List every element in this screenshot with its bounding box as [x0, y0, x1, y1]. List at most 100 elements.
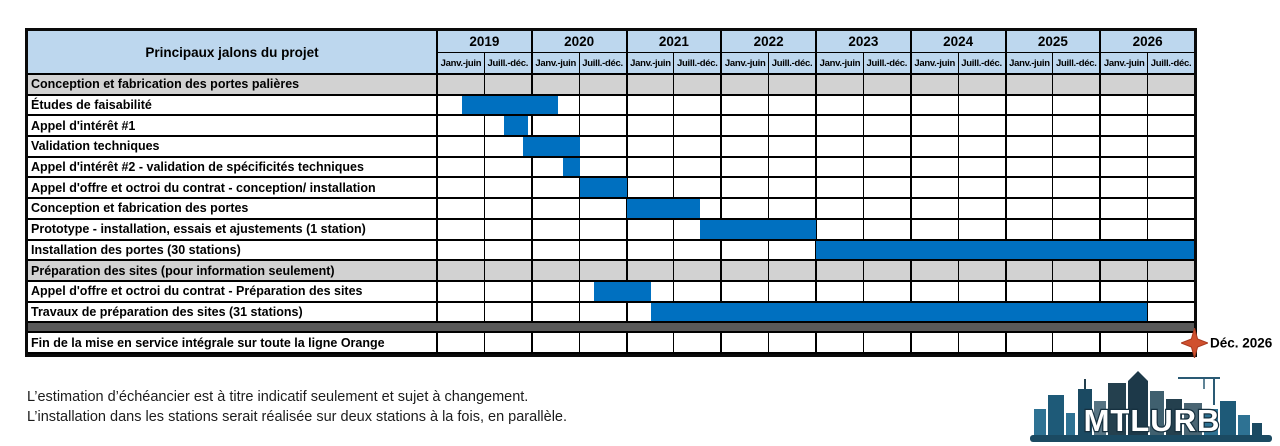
- half-year-header: Janv.-juin: [438, 53, 484, 75]
- grid-cell: [768, 178, 815, 198]
- grid-cell: [438, 241, 484, 260]
- section-row: Conception et fabrication des portes pal…: [28, 75, 1194, 96]
- grid-cell: [578, 240, 626, 260]
- grid-cell: [530, 281, 579, 301]
- grid-cell: [578, 95, 626, 115]
- grid-cell: [815, 157, 863, 177]
- grid-cell: [673, 219, 720, 239]
- grid-cell: [673, 137, 720, 156]
- grid-cell: [957, 219, 1005, 239]
- grid-cell: [1147, 116, 1194, 136]
- grid-cell: [673, 240, 720, 260]
- grid-cell: [957, 95, 1005, 115]
- grid-cell: [483, 333, 531, 352]
- grid-cell: [673, 157, 720, 177]
- half-year-header: Janv.-juin: [815, 53, 863, 75]
- grid-cell: [862, 137, 910, 156]
- grid-cell: [530, 240, 579, 260]
- grid-cell: [673, 75, 721, 94]
- grid-cell: [625, 199, 674, 218]
- grid-cell: [1052, 157, 1099, 177]
- grid-cell: [483, 116, 531, 136]
- row-label: Conception et fabrication des portes pal…: [28, 75, 438, 96]
- grid-cell: [625, 157, 674, 177]
- grid-cell: [530, 261, 579, 280]
- grid-cell: [909, 261, 958, 280]
- grid-cell: [578, 157, 626, 177]
- grid-cell: [1052, 219, 1099, 239]
- grid-cell: [1147, 302, 1194, 322]
- gantt-bar: [563, 157, 580, 177]
- grid-cell: [438, 75, 484, 94]
- grid-cell: [862, 219, 910, 239]
- half-year-header: Juill.-déc.: [957, 53, 1005, 75]
- grid-cell: [438, 178, 484, 197]
- grid-cell: [1004, 116, 1053, 136]
- grid-cell: [1099, 157, 1147, 177]
- grid-cell: [673, 333, 720, 352]
- half-year-header: Juill.-déc.: [673, 53, 721, 75]
- grid-cell: [1004, 75, 1053, 94]
- grid-cell: [625, 116, 674, 136]
- grid-cell: [957, 261, 1005, 280]
- task-row: Validation techniques: [28, 137, 1194, 158]
- grid-cell: [625, 240, 674, 260]
- grid-cell: [1099, 178, 1147, 198]
- grid-cell: [1052, 199, 1099, 218]
- grid-cell: [438, 137, 484, 156]
- grid-cell: [768, 95, 815, 115]
- grid-cell: [578, 137, 626, 156]
- grid-cell: [578, 199, 626, 218]
- grid-cell: [957, 75, 1005, 94]
- grid-cell: [909, 199, 958, 218]
- task-row: Fin de la mise en service intégrale sur …: [28, 327, 1272, 358]
- row-timeline: [438, 261, 1194, 282]
- grid-cell: [578, 261, 626, 280]
- grid-cell: [720, 281, 768, 301]
- grid-cell: [1004, 281, 1053, 301]
- year-header-2019: 2019: [438, 31, 531, 53]
- grid-cell: [625, 95, 674, 115]
- half-year-header: Juill.-déc.: [578, 53, 626, 75]
- grid-cell: [438, 116, 484, 135]
- grid-cell: [862, 75, 910, 94]
- grid-cell: [1099, 219, 1147, 239]
- grid-cell: [815, 137, 863, 156]
- grid-cell: [1004, 178, 1053, 198]
- gantt-bar: [593, 281, 651, 301]
- grid-cell: [957, 178, 1005, 198]
- grid-cell: [530, 116, 579, 136]
- grid-cell: [720, 333, 768, 352]
- half-year-header: Juill.-déc.: [862, 53, 910, 75]
- grid-cell: [1147, 199, 1194, 218]
- grid-cell: [815, 75, 863, 94]
- grid-cell: [438, 158, 484, 177]
- row-label: Installation des portes (30 stations): [28, 240, 438, 262]
- task-row: Appel d'offre et octroi du contrat - con…: [28, 178, 1194, 200]
- grid-cell: [768, 137, 815, 156]
- grid-cell: [1004, 261, 1053, 280]
- task-row: Appel d'offre et octroi du contrat - Pré…: [28, 281, 1194, 303]
- grid-cell: [530, 178, 579, 198]
- task-row: Travaux de préparation des sites (31 sta…: [28, 302, 1194, 324]
- grid-cell: [1147, 261, 1194, 280]
- years-header-row: 2019 2020 2021 2022 2023 2024 2025 2026: [438, 31, 1194, 53]
- task-row: Études de faisabilité: [28, 95, 1194, 117]
- row-label: Conception et fabrication des portes: [28, 199, 438, 220]
- grid-cell: [578, 281, 626, 301]
- grid-cell: [862, 199, 910, 218]
- footnote-line-1: L’estimation d’échéancier est à titre in…: [27, 389, 529, 405]
- half-year-header: Juill.-déc.: [1052, 53, 1100, 75]
- grid-cell: [909, 178, 958, 198]
- gantt-bar: [700, 219, 816, 239]
- gantt-table: Principaux jalons du projet 2019 2020 2021…: [25, 28, 1272, 358]
- row-timeline: [438, 116, 1194, 138]
- grid-cell: [720, 240, 768, 260]
- row-timeline: [438, 95, 1194, 117]
- grid-cell: [909, 333, 958, 352]
- gantt-body: Conception et fabrication des portes pal…: [28, 75, 1272, 358]
- grid-cell: [1052, 137, 1099, 156]
- year-header-2021: 2021: [625, 31, 721, 53]
- grid-cell: [1147, 95, 1194, 115]
- row-label: Appel d'intérêt #2 - validation de spéci…: [28, 157, 438, 179]
